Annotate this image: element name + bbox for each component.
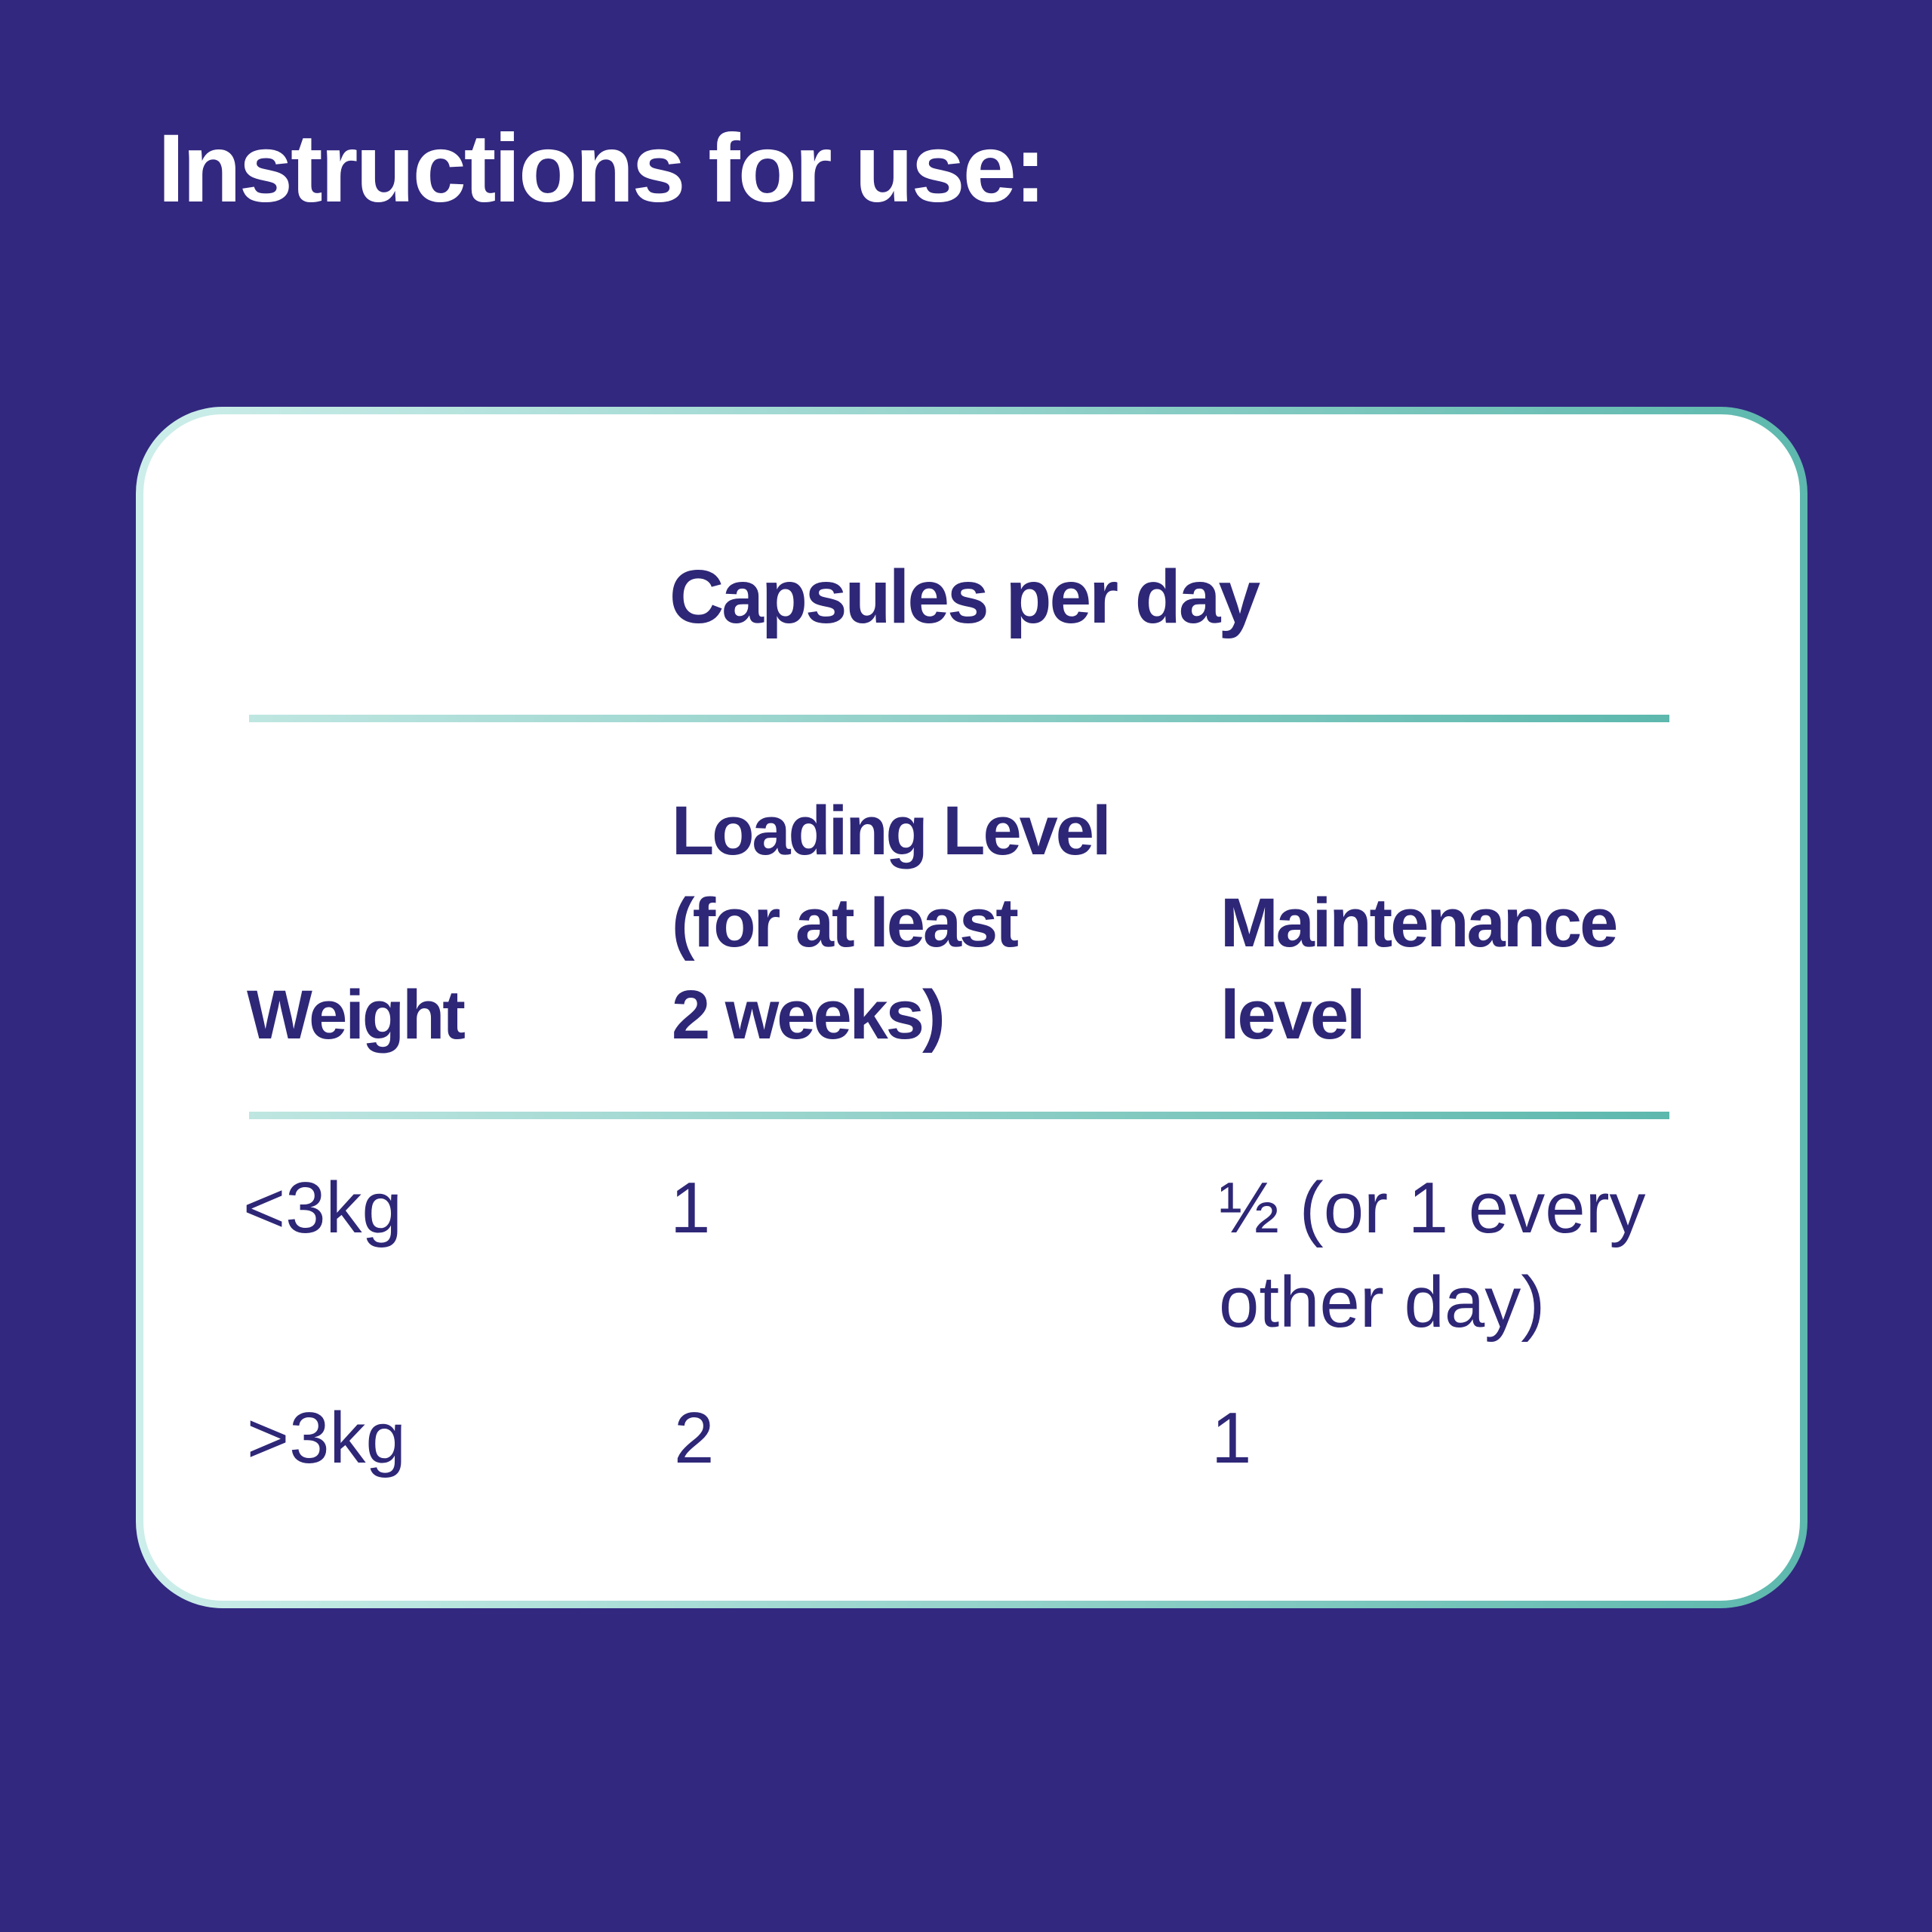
cell-maintenance-line2: other day)	[1219, 1262, 1546, 1343]
cell-loading: 1	[670, 1168, 711, 1248]
header-loading-line3: 2 weeks)	[672, 977, 946, 1054]
header-maintenance-line1: Maintenance	[1220, 884, 1618, 961]
cell-maintenance-line1: ½ (or 1 every	[1219, 1168, 1646, 1248]
header-loading-line1: Loading Level	[672, 792, 1112, 869]
page-title: Instructions for use:	[158, 115, 1046, 223]
divider	[249, 1112, 1669, 1119]
group-header: Capsules per day	[669, 555, 1260, 639]
cell-loading: 2	[674, 1398, 715, 1478]
divider	[249, 715, 1669, 722]
header-maintenance-line2: level	[1220, 977, 1366, 1054]
header-loading-line2: (for at least	[672, 884, 1019, 961]
cell-weight: <3kg	[243, 1168, 402, 1248]
cell-maintenance: 1	[1211, 1398, 1252, 1478]
cell-weight: >3kg	[247, 1398, 406, 1478]
instructions-card	[136, 407, 1807, 1608]
header-weight: Weight	[247, 977, 466, 1054]
